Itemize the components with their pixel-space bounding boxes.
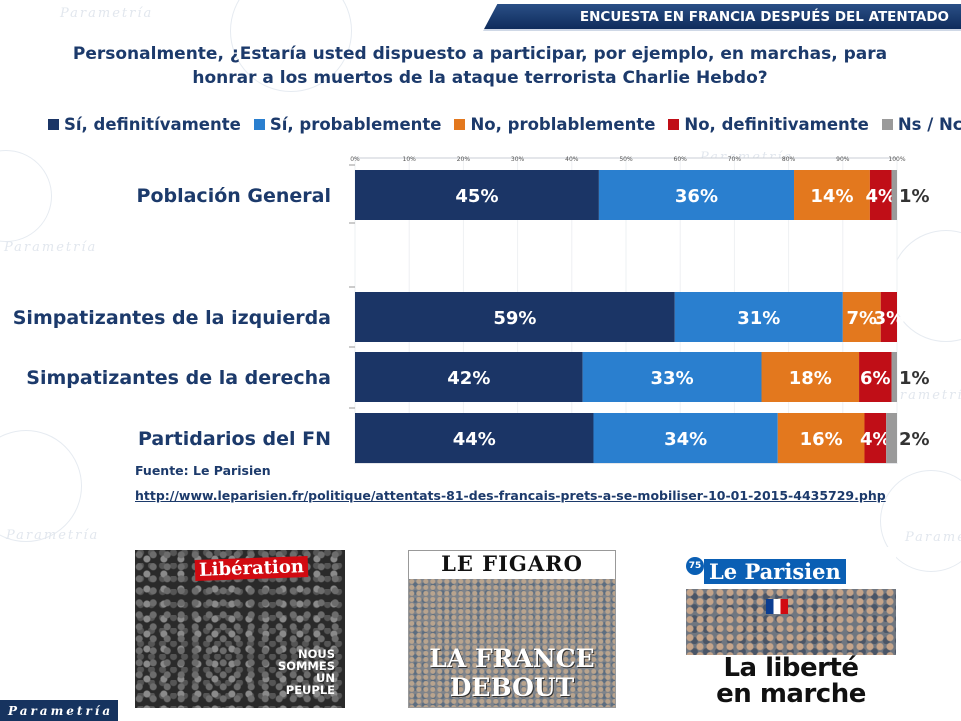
watermark: Parametría xyxy=(905,530,961,545)
survey-question: Personalmente, ¿Estaría usted dispuesto … xyxy=(72,44,888,88)
bar-data-label: 4% xyxy=(860,429,891,450)
crowd-photo xyxy=(409,579,615,707)
legend-label: Sí, probablemente xyxy=(269,115,442,134)
bar-segment xyxy=(864,413,887,463)
bar-data-label: 33% xyxy=(651,368,694,389)
x-tick-label: 20% xyxy=(457,156,471,163)
bar-segment xyxy=(891,352,897,402)
bar-segment xyxy=(582,352,762,402)
legend-swatch xyxy=(454,119,466,130)
bar-data-label: 14% xyxy=(810,186,853,207)
legend-label: No, definitivamente xyxy=(684,115,869,134)
x-tick-label: 40% xyxy=(565,156,579,163)
category-label: Partidarios del FN xyxy=(138,428,331,450)
legend-label: Ns / Nc xyxy=(897,115,961,134)
bar-segment xyxy=(761,352,860,402)
chart-legend: Sí, definitívamente Sí, probablemente No… xyxy=(48,115,961,134)
bar-segment xyxy=(355,413,594,463)
bar-segment xyxy=(355,352,583,402)
legend-item: No, problablemente xyxy=(454,115,655,134)
french-flag-icon xyxy=(766,599,788,614)
brand-logo: Parametría xyxy=(0,700,118,721)
bar-data-label: 36% xyxy=(675,186,718,207)
bar-data-label: 45% xyxy=(455,186,498,207)
source-label: Fuente: Le Parisien xyxy=(135,463,271,478)
x-tick-label: 90% xyxy=(836,156,850,163)
category-label: Simpatizantes de la izquierda xyxy=(13,307,331,329)
survey-banner: ENCUESTA EN FRANCIA DESPUÉS DEL ATENTADO xyxy=(483,4,961,31)
parisien-logo: Le Parisien xyxy=(704,559,846,584)
bar-segment xyxy=(869,170,892,220)
x-tick-label: 50% xyxy=(619,156,633,163)
legend-item: Sí, definitívamente xyxy=(48,115,241,134)
bar-data-label: 4% xyxy=(865,186,896,207)
bar-segment xyxy=(598,170,795,220)
bar-segment xyxy=(777,413,865,463)
legend-item: Ns / Nc xyxy=(881,115,961,134)
x-tick-label: 30% xyxy=(511,156,525,163)
figaro-headline: LA FRANCE xyxy=(429,644,595,673)
x-tick-label: 10% xyxy=(403,156,417,163)
x-tick-label: 60% xyxy=(674,156,688,163)
bar-data-label: 6% xyxy=(860,368,891,389)
figaro-logo: LE FIGARO xyxy=(441,551,583,576)
bar-segment xyxy=(886,413,897,463)
category-label: Simpatizantes de la derecha xyxy=(26,367,331,389)
bar-segment xyxy=(842,292,881,342)
legend-swatch xyxy=(253,119,265,130)
bar-data-label: 1% xyxy=(899,368,930,389)
legend-label: Sí, definitívamente xyxy=(64,115,241,134)
bar-data-label: 31% xyxy=(737,308,780,329)
legend-label: No, problablemente xyxy=(470,115,656,134)
x-tick-label: 80% xyxy=(782,156,796,163)
legend-swatch xyxy=(668,119,680,130)
liberation-headline: NOUS SOMMES UN PEUPLE xyxy=(277,647,335,697)
bar-segment xyxy=(355,170,599,220)
bar-data-label: 1% xyxy=(899,186,930,207)
bar-data-label: 34% xyxy=(664,429,707,450)
parisien-headline: La liberté en marche xyxy=(686,655,896,709)
x-tick-label: 0% xyxy=(350,156,360,163)
watermark: Parametría xyxy=(6,528,100,543)
bar-data-label: 7% xyxy=(846,308,877,329)
bar-data-label: 44% xyxy=(453,429,496,450)
parisien-masthead: 75 Le Parisien xyxy=(686,553,896,587)
liberation-cover: Libération NOUS SOMMES UN PEUPLE xyxy=(135,550,345,708)
bar-data-label: 59% xyxy=(493,308,536,329)
x-tick-label: 100% xyxy=(888,156,905,163)
bar-data-label: 42% xyxy=(447,368,490,389)
bar-segment xyxy=(794,170,870,220)
crowd-photo xyxy=(686,589,896,657)
legend-swatch xyxy=(48,119,59,130)
bar-segment xyxy=(593,413,778,463)
bar-data-label: 18% xyxy=(789,368,832,389)
stacked-bar-chart: 0% 10% 20% 30% 40% 50% 60% 70% 80% 90% 100% Poblaci… xyxy=(13,156,930,464)
category-label: Población General xyxy=(137,185,331,207)
bar-segment xyxy=(355,292,675,342)
bar-data-label: 3% xyxy=(874,308,905,329)
parisien-headline-line: La liberté xyxy=(723,653,859,683)
legend-item: No, definitivamente xyxy=(668,115,869,134)
bar-data-label: 16% xyxy=(800,429,843,450)
parisien-badge: 75 xyxy=(686,557,704,575)
bar-data-label: 2% xyxy=(899,429,930,450)
source-link[interactable]: http://www.leparisien.fr/politique/atten… xyxy=(135,488,886,503)
bar-segment xyxy=(891,170,897,220)
bar-segment xyxy=(859,352,892,402)
figaro-headline: DEBOUT xyxy=(449,673,575,702)
bar-segment xyxy=(880,292,897,342)
watermark: Parametría xyxy=(4,240,98,255)
watermark: Parametría xyxy=(60,6,154,21)
parisien-headline-line: en marche xyxy=(716,679,866,709)
watermark: Parametría xyxy=(880,388,961,403)
legend-swatch xyxy=(881,119,893,130)
parisien-cover: 75 Le Parisien La liberté en marche xyxy=(686,547,896,709)
x-tick-label: 70% xyxy=(728,156,742,163)
legend-item: Sí, probablemente xyxy=(253,115,442,134)
figaro-cover: LE FIGARO LA FRANCE DEBOUT xyxy=(408,550,616,708)
liberation-logo: Libération xyxy=(194,556,309,581)
bar-segment xyxy=(674,292,843,342)
